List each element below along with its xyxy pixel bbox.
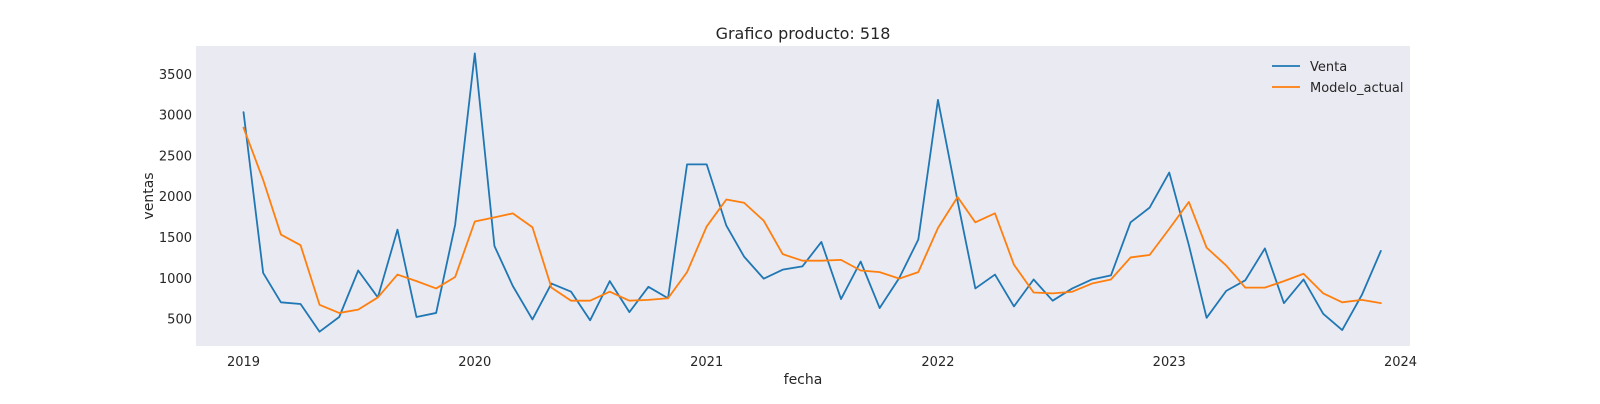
y-tick-label: 2500 <box>159 149 192 164</box>
y-tick-label: 3500 <box>159 68 192 83</box>
legend: Venta Modelo_actual <box>1272 60 1404 96</box>
y-axis-ticks: 500 1000 1500 2000 2500 3000 3500 <box>159 68 192 328</box>
x-tick-label: 2024 <box>1384 355 1417 370</box>
legend-label: Modelo_actual <box>1310 81 1404 96</box>
y-tick-label: 1000 <box>159 272 192 287</box>
y-tick-label: 3000 <box>159 109 192 124</box>
chart-title: Grafico producto: 518 <box>716 24 891 43</box>
y-tick-label: 1500 <box>159 231 192 246</box>
x-axis-label: fecha <box>784 372 823 388</box>
plot-area <box>196 46 1410 346</box>
x-tick-label: 2021 <box>690 355 723 370</box>
y-axis-label: ventas <box>141 172 157 219</box>
x-axis-ticks: 2019 2020 2021 2022 2023 2024 <box>227 355 1417 370</box>
series-line-modelo-actual <box>242 126 1382 314</box>
series-lines <box>242 52 1382 333</box>
y-tick-label: 2000 <box>159 190 192 205</box>
x-tick-label: 2020 <box>458 355 491 370</box>
x-tick-label: 2019 <box>227 355 260 370</box>
legend-label: Venta <box>1310 60 1347 75</box>
x-tick-label: 2023 <box>1153 355 1186 370</box>
series-line-venta <box>242 52 1382 333</box>
y-tick-label: 500 <box>167 313 192 328</box>
x-tick-label: 2022 <box>921 355 954 370</box>
